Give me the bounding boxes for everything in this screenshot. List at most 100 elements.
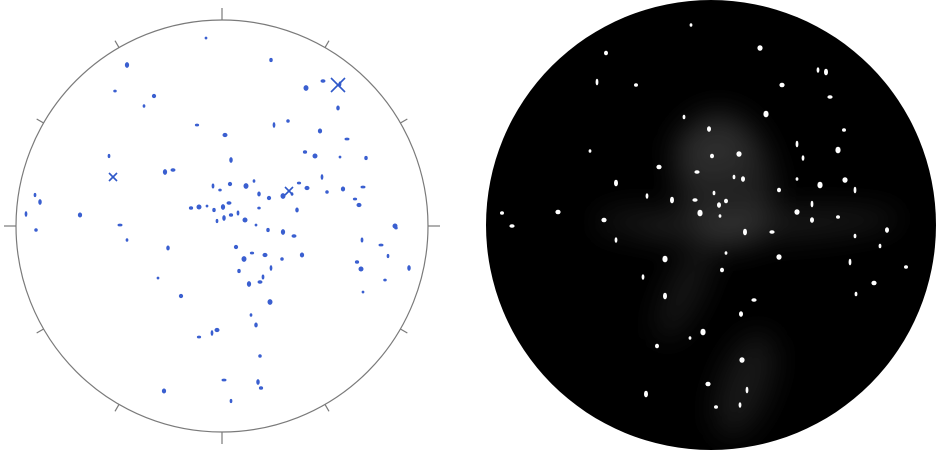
- pole-point: [295, 207, 299, 213]
- pole-point: [221, 378, 227, 382]
- pole-point: [358, 266, 364, 272]
- pole-point: [249, 313, 253, 317]
- pole-point: [258, 386, 264, 390]
- pole-point: [280, 257, 284, 261]
- bright-spot: [842, 128, 846, 132]
- pole-point: [233, 244, 239, 250]
- bright-spot: [777, 187, 781, 193]
- bright-spot: [871, 280, 877, 286]
- tick-mark: [324, 404, 330, 412]
- bright-spot: [810, 200, 814, 208]
- pole-point: [241, 256, 247, 262]
- pole-point: [237, 268, 241, 274]
- pole-point: [360, 185, 366, 189]
- tick-mark: [324, 40, 330, 48]
- pole-point: [242, 217, 248, 223]
- bright-spot: [670, 196, 674, 204]
- pole-point: [262, 252, 268, 258]
- primitive-circle: [15, 19, 429, 433]
- pole-point: [312, 153, 318, 159]
- tick-mark: [400, 328, 408, 334]
- bright-spot: [810, 217, 814, 223]
- pole-point: [125, 238, 129, 242]
- bright-spot: [854, 291, 858, 297]
- bright-spot: [769, 230, 775, 234]
- pole-point: [354, 260, 360, 264]
- bright-spots: [500, 23, 908, 409]
- pole-point: [352, 197, 358, 201]
- pole-point: [340, 186, 346, 192]
- pole-point: [338, 155, 342, 159]
- pole-point: [258, 354, 262, 358]
- pole-point: [246, 281, 252, 287]
- pole-point: [170, 168, 176, 172]
- bright-spot: [739, 357, 745, 363]
- bright-spot: [739, 311, 743, 317]
- pole-point: [162, 169, 168, 175]
- pole-point: [117, 223, 123, 227]
- pole-point: [344, 137, 350, 141]
- density-streak: [595, 208, 685, 236]
- pole-point: [257, 280, 263, 284]
- bright-spot: [634, 83, 638, 87]
- pole-point: [356, 202, 362, 208]
- bright-spot: [700, 328, 706, 336]
- pole-point: [222, 132, 228, 138]
- pole-point: [304, 185, 310, 191]
- bright-spot: [801, 155, 805, 161]
- bright-spot: [732, 174, 736, 180]
- pole-point: [267, 299, 273, 305]
- pole-point: [215, 218, 219, 224]
- pole-point: [254, 322, 258, 328]
- bright-spot: [795, 177, 799, 181]
- pole-point: [291, 234, 297, 238]
- stereonet-panel: [4, 8, 440, 444]
- bright-spot: [751, 298, 757, 302]
- bright-spot: [817, 181, 823, 189]
- bright-spot: [835, 146, 841, 154]
- bright-spot: [848, 258, 852, 266]
- pole-point: [113, 89, 117, 93]
- bright-spot: [694, 170, 700, 174]
- pole-point: [286, 119, 290, 123]
- circle-tick-marks: [4, 8, 440, 444]
- pole-point: [34, 228, 38, 232]
- bright-spot: [509, 224, 515, 228]
- pole-point: [272, 122, 276, 128]
- bright-spot: [555, 209, 561, 215]
- pole-point: [38, 199, 42, 205]
- tick-mark: [400, 118, 408, 124]
- pole-point: [204, 36, 208, 40]
- pole-point: [252, 179, 256, 183]
- pole-point: [266, 195, 272, 201]
- pole-point: [107, 153, 111, 159]
- bright-spot: [645, 193, 649, 199]
- tick-mark: [36, 118, 44, 124]
- bright-spot: [776, 254, 782, 260]
- tick-mark: [114, 40, 120, 48]
- density-streak: [672, 122, 752, 178]
- bright-spot: [816, 67, 820, 73]
- pole-points: [24, 36, 411, 404]
- pole-point: [228, 213, 234, 217]
- bright-spot: [724, 251, 728, 255]
- bright-spot: [712, 190, 716, 196]
- pole-point: [254, 223, 258, 227]
- bright-spot: [641, 274, 645, 280]
- pole-point: [364, 155, 368, 161]
- pole-point: [257, 191, 261, 197]
- bright-spot: [714, 405, 718, 409]
- bright-spot: [662, 255, 668, 263]
- bright-spot: [614, 237, 618, 243]
- pole-point: [229, 398, 233, 404]
- bright-spot: [824, 68, 828, 76]
- pole-point: [325, 190, 329, 194]
- bright-spot: [710, 153, 714, 159]
- cross-markers: [108, 77, 346, 196]
- pole-point: [360, 237, 364, 243]
- pole-point: [236, 210, 240, 216]
- bright-spot: [741, 176, 745, 182]
- pole-point: [210, 330, 214, 336]
- pole-point: [386, 253, 390, 259]
- pole-point: [194, 123, 200, 127]
